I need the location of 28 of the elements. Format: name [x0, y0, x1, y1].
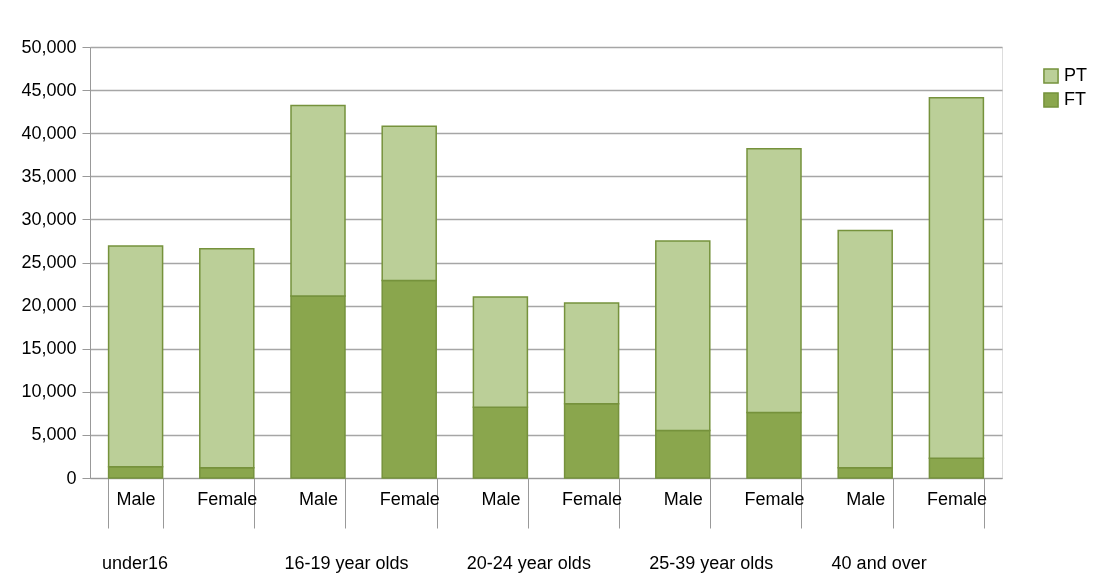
- x-tick-label: Female: [379, 488, 440, 509]
- y-tick-label: 45,000: [21, 79, 77, 100]
- y-tick-label: 0: [66, 467, 77, 488]
- y-tick-label: 5,000: [31, 424, 77, 445]
- y-tick-label: 15,000: [21, 338, 77, 359]
- y-tick-label: 25,000: [21, 252, 77, 272]
- y-tick-label: 35,000: [21, 165, 77, 186]
- legend-label: PT: [1064, 65, 1088, 85]
- y-tick-label: 40,000: [21, 122, 77, 143]
- text: under16: [102, 553, 169, 573]
- x-tick-label: Male: [298, 488, 339, 509]
- text: 40 and over: [831, 553, 927, 573]
- x-tick-label: Female: [562, 488, 623, 509]
- y-tick-label: 10,000: [21, 381, 77, 402]
- y-tick-label: 50,000: [21, 36, 77, 57]
- x-tick-label: Male: [481, 488, 521, 509]
- text: 25-39 year olds: [649, 553, 774, 573]
- y-tick-label: 20,000: [21, 295, 77, 316]
- text: 16-19 year olds: [284, 553, 409, 573]
- y-tick-label: 30,000: [21, 208, 77, 229]
- x-tick-label: Female: [744, 488, 805, 509]
- x-tick-label: Male: [663, 488, 703, 509]
- text: 20-24 year olds: [466, 553, 591, 573]
- x-tick-label: Female: [926, 488, 987, 509]
- x-tick-label: Male: [846, 488, 886, 509]
- x-tick-label: Male: [116, 488, 156, 509]
- legend-label: FT: [1064, 89, 1086, 109]
- x-tick-label: Female: [197, 488, 258, 509]
